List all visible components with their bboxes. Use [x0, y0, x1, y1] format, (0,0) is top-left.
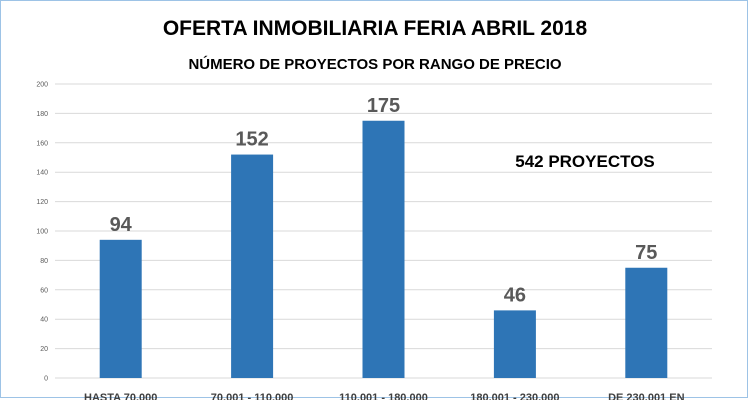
- data-label: 46: [504, 284, 526, 306]
- bar: [99, 239, 142, 378]
- bar: [231, 154, 274, 378]
- category-label: 110.001 - 180.000: [339, 392, 428, 400]
- y-axis-ticks: 0 20 40 60 80 100 120 140 160 180 200: [36, 82, 48, 383]
- y-tick-label: 160: [36, 140, 48, 147]
- y-tick-label: 180: [36, 111, 48, 118]
- bar: [493, 310, 536, 378]
- category-label: DE 230.001 EN: [608, 392, 684, 400]
- category-labels: HASTA 70.000 70.001 - 110.000 110.001 - 18…: [84, 392, 685, 400]
- category-label: 180.001 - 230.000: [470, 392, 559, 400]
- data-label: 152: [235, 129, 268, 151]
- total-projects-annotation: 542 PROYECTOS: [515, 152, 655, 171]
- chart-subtitle: NÚMERO DE PROYECTOS POR RANGO DE PRECIO: [188, 55, 561, 73]
- y-tick-label: 140: [36, 170, 48, 177]
- data-label: 175: [367, 95, 400, 117]
- y-tick-label: 80: [40, 258, 48, 265]
- category-label: HASTA 70.000: [84, 392, 157, 400]
- bars: [99, 120, 668, 378]
- bar: [362, 120, 405, 378]
- data-label: 75: [635, 242, 657, 264]
- y-tick-label: 120: [36, 199, 48, 206]
- y-tick-label: 40: [40, 317, 48, 324]
- y-tick-label: 100: [36, 229, 48, 236]
- data-label: 94: [110, 214, 133, 236]
- data-labels: 94 152 175 46 75: [110, 95, 658, 307]
- bar: [625, 267, 668, 378]
- category-label: 70.001 - 110.000: [211, 392, 294, 400]
- y-tick-label: 0: [44, 376, 48, 383]
- y-tick-label: 20: [40, 346, 48, 353]
- y-tick-label: 60: [40, 287, 48, 294]
- y-tick-label: 200: [36, 82, 48, 89]
- chart-title: OFERTA INMOBILIARIA FERIA ABRIL 2018: [163, 17, 588, 40]
